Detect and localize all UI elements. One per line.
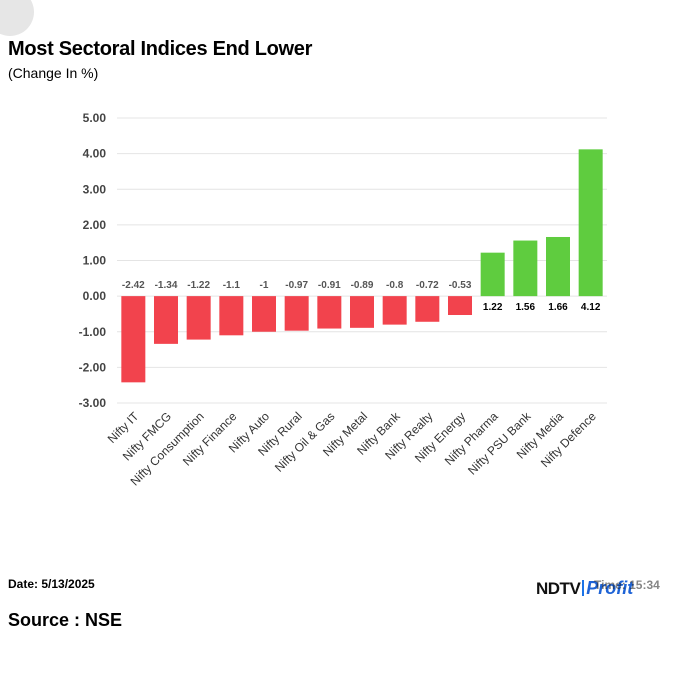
data-label: -0.89 — [351, 280, 374, 291]
data-label: 1.66 — [548, 302, 568, 313]
logo-profit-text: Profit — [586, 578, 634, 598]
bar — [219, 296, 244, 336]
logo-divider — [582, 580, 585, 596]
data-label: -0.53 — [449, 280, 472, 291]
bar — [382, 296, 407, 325]
bar — [546, 236, 570, 297]
data-label: -0.72 — [416, 280, 439, 291]
data-label: -0.91 — [318, 280, 341, 291]
bar — [448, 296, 472, 316]
source-label: Source : NSE — [8, 610, 123, 630]
bar — [121, 296, 146, 383]
y-tick-label: -3.00 — [79, 396, 107, 410]
data-label: -1.22 — [187, 280, 210, 291]
ndtv-profit-logo: NDTV Profit Time: 15:34 — [536, 578, 670, 600]
data-label: -1.34 — [155, 280, 178, 291]
data-label: -1 — [260, 280, 269, 291]
data-label: 4.12 — [581, 302, 601, 313]
sector-bar-chart: 5.00 4.00 3.00 2.00 1.00 0.00 -1.00 -2.00 -3.00 -… — [79, 111, 607, 488]
data-label: -0.8 — [386, 280, 404, 291]
y-tick-label: 4.00 — [83, 147, 107, 161]
date-label: Date: 5/13/2025 — [8, 577, 95, 591]
bar — [513, 240, 538, 297]
corner-decoration — [0, 0, 34, 36]
logo-ndtv-text: NDTV — [536, 579, 581, 598]
data-label: 1.56 — [516, 302, 536, 313]
data-label: -1.1 — [223, 280, 241, 291]
y-tick-label: -1.00 — [79, 325, 107, 339]
bar — [415, 296, 440, 322]
bar — [350, 296, 374, 328]
y-tick-label: 3.00 — [83, 182, 107, 196]
y-tick-label: -2.00 — [79, 360, 107, 374]
bar — [154, 296, 178, 344]
y-tick-label: 0.00 — [83, 289, 107, 303]
chart-subtitle: (Change In %) — [8, 65, 99, 81]
bar — [284, 296, 309, 331]
bar — [186, 296, 211, 340]
bar — [480, 252, 505, 297]
data-label: -2.42 — [122, 280, 145, 291]
bar — [578, 149, 603, 297]
y-tick-label: 2.00 — [83, 218, 107, 232]
bar — [317, 296, 342, 329]
overlapping-time-text: Time: 15:34 — [594, 578, 660, 592]
y-tick-label: 1.00 — [83, 254, 107, 268]
data-label: 1.22 — [483, 302, 503, 313]
data-label: -0.97 — [285, 280, 308, 291]
y-tick-label: 5.00 — [83, 111, 107, 125]
bar — [252, 296, 276, 332]
chart-title: Most Sectoral Indices End Lower — [8, 38, 313, 60]
